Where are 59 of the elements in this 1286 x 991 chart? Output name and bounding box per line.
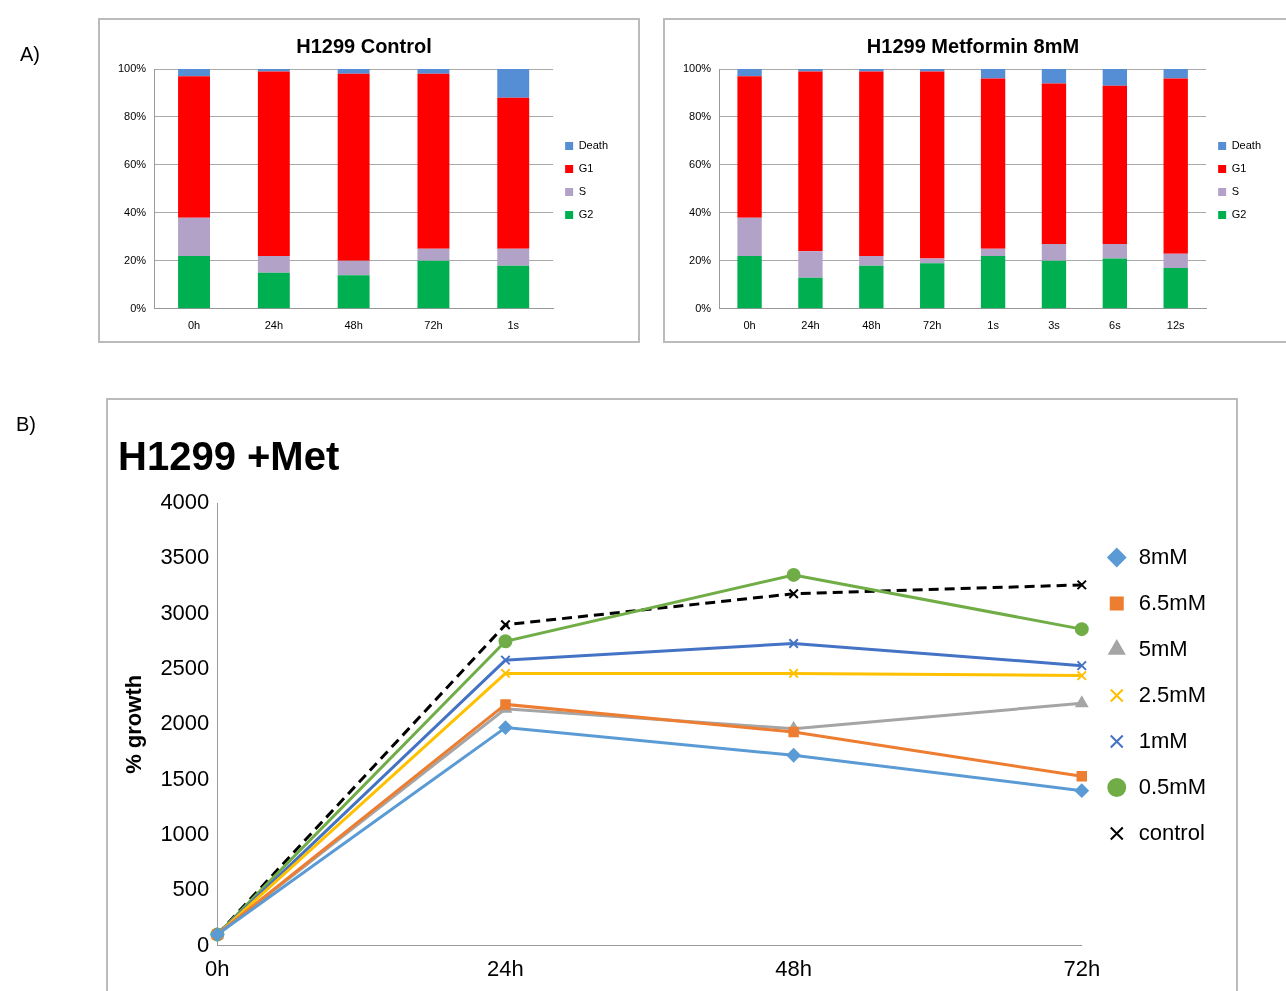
legend-label: G1 [1231,162,1247,175]
y-tick-label: 0% [695,301,712,314]
x-tick-label: 0h [205,955,230,981]
y-tick-label: 3500 [160,544,210,570]
y-tick-label: 40% [124,205,147,218]
x-tick-label: 24h [264,319,284,332]
y-tick-label: 100% [117,62,147,75]
chart-title: H1299 +Met [118,434,340,479]
chart-title: H1299 Control [296,34,432,57]
y-axis-title: % growth [121,674,147,774]
x-tick-label: 1s [507,319,520,332]
x-tick-label: 1s [987,319,1000,332]
y-tick-label: 2500 [160,655,210,681]
x-tick-label: 72h [923,319,942,332]
y-tick-label: 2000 [160,710,210,736]
y-tick-label: 60% [124,157,147,170]
legend-label: Death [578,139,609,152]
text: B) [16,413,36,436]
y-tick-label: 60% [689,157,712,170]
text: A) [20,43,40,66]
y-tick-label: 20% [124,253,147,266]
x-tick-label: 0h [187,319,201,332]
y-tick-label: 80% [124,109,147,122]
x-tick-label: 24h [801,319,820,332]
legend-label: 1mM [1138,727,1188,753]
x-tick-label: 48h [344,319,363,332]
y-tick-label: 1500 [160,765,210,791]
x-tick-label: 12s [1166,319,1186,332]
legend-label: G2 [1231,208,1247,221]
y-tick-label: 100% [682,62,712,75]
legend-label: G1 [578,162,594,175]
y-tick-label: 80% [689,109,712,122]
legend-label: G2 [578,208,594,221]
y-tick-label: 3000 [160,599,210,625]
y-tick-label: 4000 [160,489,210,515]
legend-label: 6.5mM [1138,589,1207,615]
y-tick-label: 0 [197,931,210,957]
y-tick-label: 40% [689,205,712,218]
x-tick-label: 48h [862,319,881,332]
legend-label: 8mM [1138,543,1188,569]
x-tick-label: 3s [1048,319,1061,332]
x-tick-label: 24h [487,955,524,981]
legend-label: S [1231,185,1239,198]
x-tick-label: 6s [1109,319,1122,332]
legend-label: Death [1231,139,1262,152]
y-tick-label: 1000 [160,821,210,847]
x-tick-label: 0h [743,319,756,332]
legend-label: S [578,185,586,198]
legend-label: 0.5mM [1138,773,1207,799]
x-tick-label: 72h [424,319,443,332]
legend-label: 2.5mM [1138,681,1207,707]
x-tick-label: 72h [1063,955,1101,981]
legend-label: control [1138,819,1205,845]
chart-title: H1299 Metformin 8mM [866,34,1080,57]
y-tick-label: 20% [689,253,712,266]
y-tick-label: 500 [172,876,210,902]
x-tick-label: 48h [775,955,812,981]
y-tick-label: 0% [130,301,147,314]
legend-label: 5mM [1138,635,1188,661]
